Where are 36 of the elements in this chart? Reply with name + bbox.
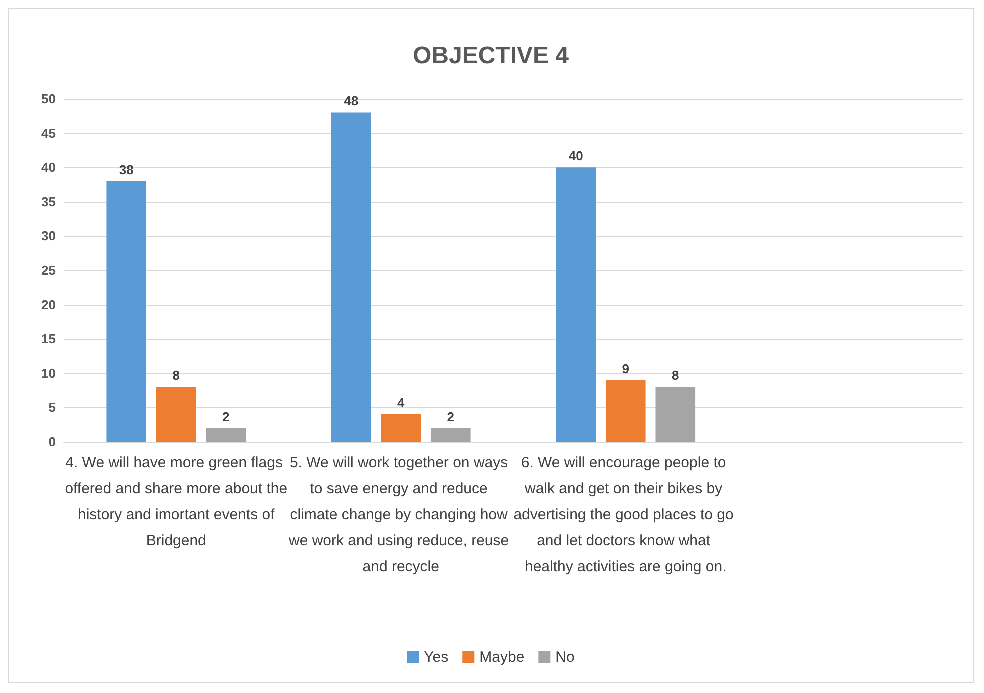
data-label: 8 [672,368,680,384]
bar [656,387,696,442]
chart-title: OBJECTIVE 4 [412,42,570,70]
x-tick-label: 6. We will encourage people to walk and get on their bikes by advertising the good places to go and let doctors know what healthy activities are going on. [514,454,738,576]
bar [606,380,646,442]
y-tick-label: 50 [42,92,56,106]
legend-label: Maybe [480,649,525,666]
y-tick-label: 0 [48,434,56,450]
y-tick-label: 30 [42,228,56,244]
data-label: 40 [568,148,584,164]
y-tick-label: 45 [42,126,56,141]
y-tick-label: 15 [42,332,56,347]
data-label: 9 [622,361,630,376]
bar [381,414,422,442]
legend-label: Yes [424,649,449,666]
bar [206,428,246,442]
y-tick-label: 25 [42,263,56,278]
y-tick-label: 40 [42,160,56,176]
data-label: 48 [344,94,359,109]
y-tick-label: 10 [42,366,56,381]
x-tick-label: 5. We will work together on ways to save energy and reduce climate change by changing how we work and using reduce, reuse and recycle [288,454,514,576]
bar [106,181,147,442]
y-tick-label: 20 [42,297,56,312]
data-label: 2 [447,409,455,424]
bar [430,428,471,442]
bar [331,112,372,442]
y-tick-label: 35 [42,194,56,210]
data-label: 2 [222,409,230,424]
y-tick-label: 5 [48,400,56,416]
data-label: 38 [119,162,134,178]
x-tick-label: 4. We will have more green flags offered and share more about the history and imortant events of Bridgend [65,454,288,550]
bar [556,168,596,442]
data-label: 4 [398,396,406,411]
bar [156,387,196,442]
data-label: 8 [172,368,180,384]
legend-label: No [556,649,575,666]
